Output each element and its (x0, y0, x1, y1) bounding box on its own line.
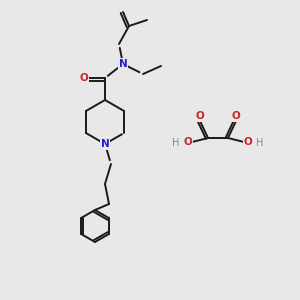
Text: O: O (232, 111, 240, 121)
Text: N: N (100, 139, 109, 149)
Text: H: H (172, 138, 180, 148)
Text: H: H (256, 138, 264, 148)
Text: N: N (118, 59, 127, 69)
Text: O: O (184, 137, 192, 147)
Text: O: O (196, 111, 204, 121)
Text: O: O (80, 73, 88, 83)
Text: O: O (244, 137, 252, 147)
